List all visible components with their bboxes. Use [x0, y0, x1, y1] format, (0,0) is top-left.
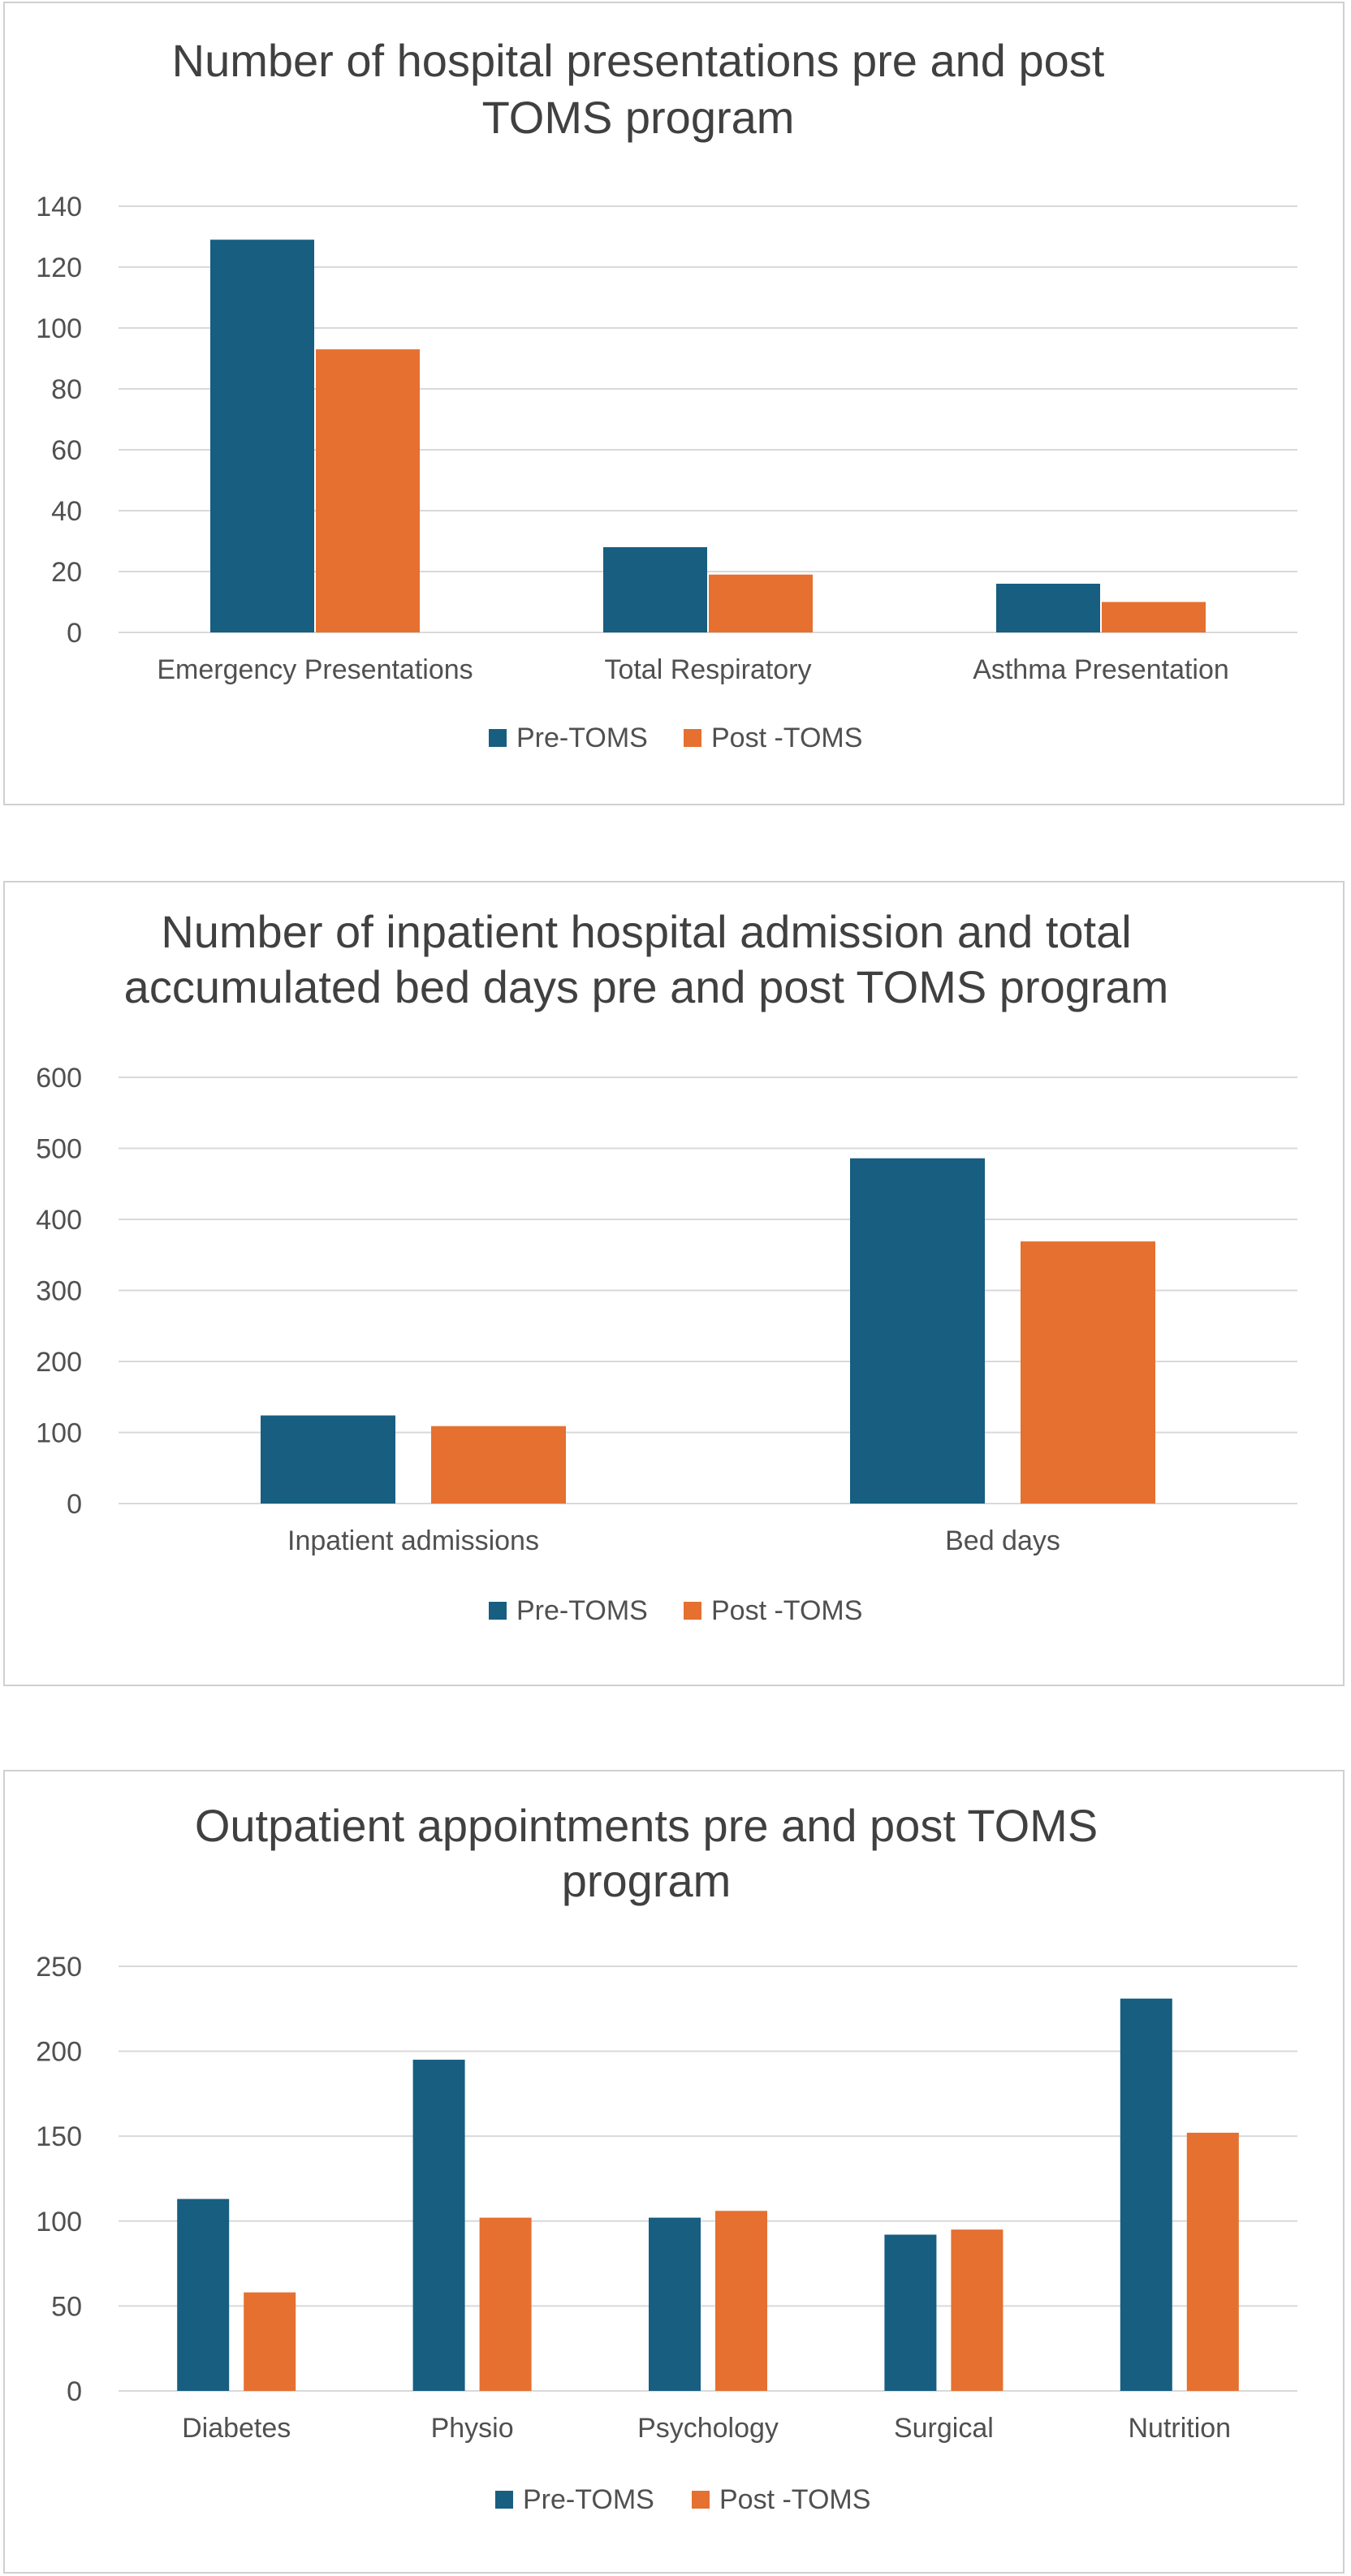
bar-pre [177, 2198, 230, 2391]
y-tick-label: 0 [67, 618, 82, 649]
y-tick-label: 0 [67, 2376, 82, 2407]
y-tick-label: 200 [36, 1347, 82, 1378]
x-category-label: Psychology [637, 2413, 779, 2444]
legend-label: Post -TOMS [711, 1595, 862, 1626]
chart-title-line: accumulated bed days pre and post TOMS p… [124, 961, 1169, 1012]
bar-post [1021, 1241, 1155, 1504]
bar-post [709, 574, 813, 632]
x-category-label: Diabetes [182, 2413, 291, 2444]
y-tick-label: 80 [51, 374, 82, 405]
bar-post [479, 2217, 532, 2391]
x-category-label: Total Respiratory [604, 654, 811, 685]
y-tick-label: 20 [51, 557, 82, 588]
y-tick-label: 150 [36, 2121, 82, 2152]
chart-title-line: Outpatient appointments pre and post TOM… [195, 1800, 1098, 1851]
y-tick-label: 120 [36, 252, 82, 283]
x-category-label: Asthma Presentation [973, 654, 1229, 685]
bar-post [1186, 2133, 1239, 2391]
bar-post [951, 2229, 1004, 2391]
y-tick-label: 140 [36, 192, 82, 222]
bar-pre [210, 239, 314, 632]
y-tick-label: 600 [36, 1063, 82, 1094]
x-category-label: Inpatient admissions [287, 1525, 539, 1556]
bar-pre [996, 584, 1100, 632]
legend-label: Post -TOMS [719, 2484, 870, 2515]
bar-pre [261, 1415, 395, 1504]
legend-label: Post -TOMS [711, 723, 862, 753]
chart-svg: Number of hospital presentations pre and… [36, 35, 1297, 753]
legend-swatch [692, 2491, 710, 2509]
y-tick-label: 200 [36, 2037, 82, 2068]
y-tick-label: 500 [36, 1134, 82, 1165]
x-category-label: Emergency Presentations [157, 654, 473, 685]
bar-post [431, 1426, 566, 1504]
x-category-label: Nutrition [1128, 2413, 1231, 2444]
bar-post [316, 349, 420, 632]
chart-outpatient-appointments: Outpatient appointments pre and post TOM… [3, 1770, 1345, 2574]
y-tick-label: 400 [36, 1205, 82, 1236]
chart-title-line: program [562, 1855, 732, 1906]
legend-label: Pre-TOMS [523, 2484, 654, 2515]
legend-swatch [489, 1602, 507, 1620]
x-category-label: Surgical [894, 2413, 994, 2444]
bar-post [1102, 602, 1206, 632]
chart-hospital-presentations: Number of hospital presentations pre and… [3, 2, 1345, 805]
y-tick-label: 250 [36, 1952, 82, 1983]
bar-post [715, 2211, 767, 2391]
bar-pre [850, 1158, 985, 1504]
y-tick-label: 60 [51, 435, 82, 466]
chart-title-line: Number of inpatient hospital admission a… [161, 906, 1131, 957]
chart-svg: Number of inpatient hospital admission a… [36, 906, 1297, 1626]
x-category-label: Bed days [945, 1525, 1060, 1556]
y-tick-label: 40 [51, 496, 82, 527]
bar-post [244, 2292, 296, 2391]
bar-pre [603, 547, 707, 632]
y-tick-label: 300 [36, 1276, 82, 1307]
legend-swatch [684, 1602, 701, 1620]
x-category-label: Physio [431, 2413, 514, 2444]
y-tick-label: 100 [36, 2207, 82, 2237]
chart-svg: Outpatient appointments pre and post TOM… [36, 1800, 1297, 2515]
y-tick-label: 100 [36, 313, 82, 344]
legend-swatch [495, 2491, 513, 2509]
bar-pre [884, 2234, 937, 2391]
bar-pre [1120, 1998, 1172, 2391]
legend-swatch [684, 729, 701, 747]
y-tick-label: 50 [51, 2291, 82, 2322]
y-tick-label: 0 [67, 1489, 82, 1520]
chart-title-line: TOMS program [482, 92, 795, 143]
bar-pre [649, 2217, 701, 2391]
y-tick-label: 100 [36, 1418, 82, 1449]
bar-pre [412, 2060, 465, 2391]
chart-inpatient-admissions: Number of inpatient hospital admission a… [3, 881, 1345, 1686]
chart-title-line: Number of hospital presentations pre and… [172, 35, 1105, 86]
legend-label: Pre-TOMS [516, 723, 648, 753]
legend-label: Pre-TOMS [516, 1595, 648, 1626]
legend-swatch [489, 729, 507, 747]
